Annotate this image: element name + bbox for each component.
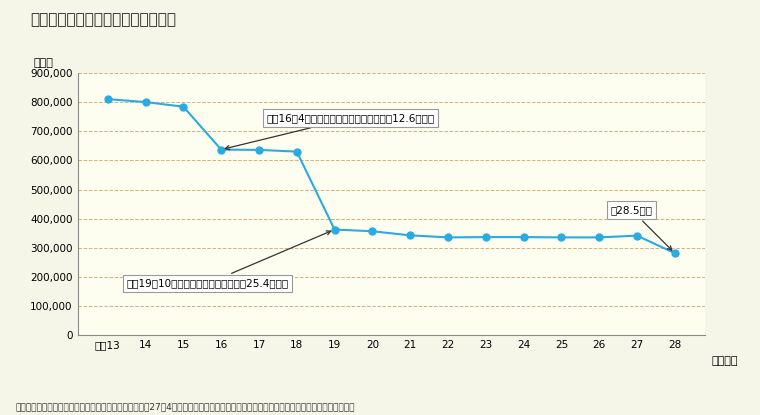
Text: （人）: （人） [33, 58, 53, 68]
Text: 平成16年4月：国立大学法人等へ移行（約12.6万人）: 平成16年4月：国立大学法人等へ移行（約12.6万人） [225, 113, 435, 150]
Text: （年度）: （年度） [711, 356, 738, 366]
Text: （注）一般職国家公務員数は、特定独立行政法人（平成27年4月１日以降、行政執行法人となっている）を除いて、各年度末定員である。: （注）一般職国家公務員数は、特定独立行政法人（平成27年4月１日以降、行政執行法… [15, 402, 355, 411]
Text: 約28.5万人: 約28.5万人 [610, 205, 672, 250]
Text: 平成19年10月：郵政公社の民営化（約25.4万人）: 平成19年10月：郵政公社の民営化（約25.4万人） [127, 231, 331, 288]
Text: （参考）一般職国家公務員数の推移: （参考）一般職国家公務員数の推移 [30, 12, 176, 27]
